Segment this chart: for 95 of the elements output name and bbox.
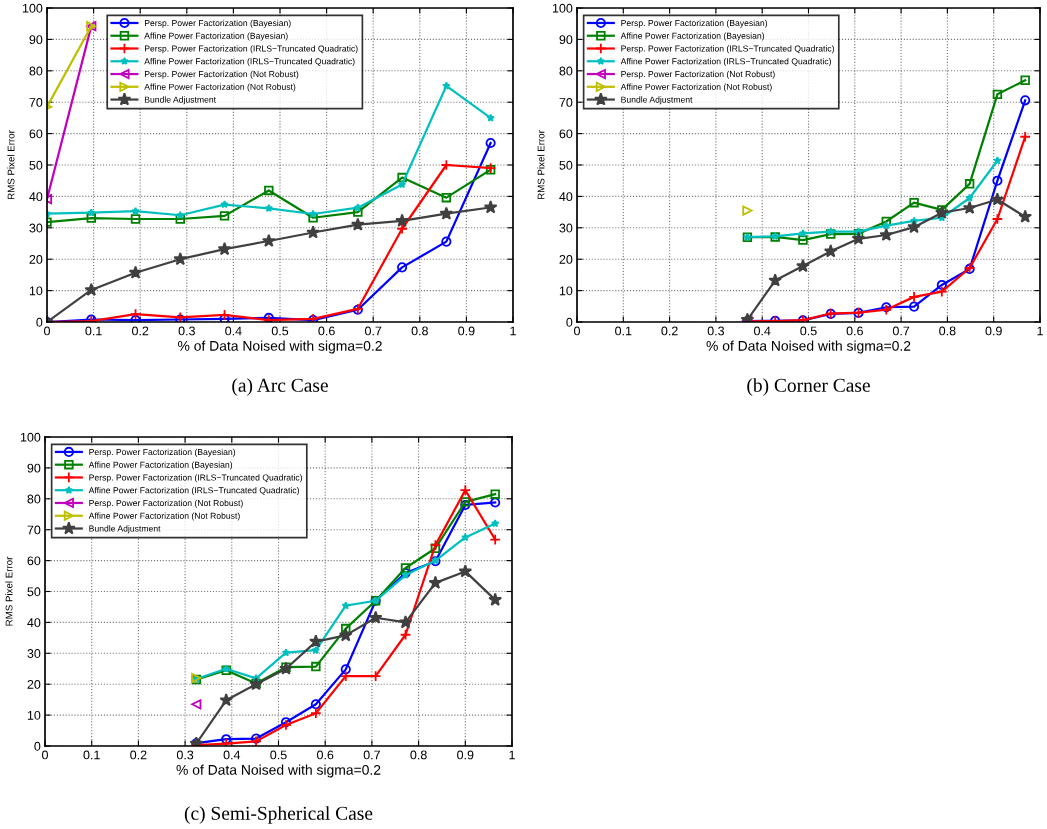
legend-label: Persp. Power Factorization (Not Robust) (144, 70, 299, 79)
x-tick-label: 1 (510, 326, 516, 336)
legend-label: Affine Power Factorization (IRLS−Truncated Quadratic) (620, 58, 831, 67)
x-tick-label: 0.1 (83, 750, 100, 760)
y-tick-label: 50 (559, 160, 573, 170)
legend-label: Persp. Power Factorization (Bayesian) (621, 19, 768, 28)
x-tick-label: 0.2 (130, 750, 147, 760)
y-tick-label: 70 (559, 98, 573, 107)
legend-label: Persp. Power Factorization (Bayesian) (89, 448, 236, 457)
x-tick-label: 0.1 (85, 326, 102, 336)
y-tick-label: 90 (27, 463, 41, 473)
y-tick-label: 100 (20, 432, 41, 442)
y-tick-label: 90 (559, 35, 573, 45)
x-tick-label: 1 (1037, 326, 1043, 336)
y-tick-label: 100 (22, 3, 43, 13)
x-tick-label: 0.8 (939, 326, 956, 336)
x-tick-label: 0.9 (458, 326, 475, 336)
y-tick-label: 80 (27, 494, 41, 504)
y-tick-label: 70 (27, 525, 41, 535)
y-tick-label: 30 (29, 223, 43, 233)
text: (b) Corner Case (747, 378, 870, 396)
x-tick-label: 0.5 (270, 750, 287, 760)
x-tick-label: 0.9 (457, 750, 474, 760)
y-tick-label: 40 (29, 192, 43, 202)
y-tick-label: 0 (36, 317, 43, 327)
y-axis-title: RMS Pixel Error (537, 130, 545, 200)
y-tick-label: 10 (29, 286, 43, 296)
legend-label: Affine Power Factorization (Not Robust) (620, 83, 772, 92)
y-tick-label: 20 (559, 255, 573, 264)
x-tick-label: 0.8 (411, 326, 428, 336)
legend-label: Persp. Power Factorization (Bayesian) (144, 19, 291, 28)
y-tick-label: 60 (559, 129, 573, 139)
legend-label: Persp. Power Factorization (IRLS−Truncated Quadratic) (621, 45, 834, 54)
y-tick-label: 20 (27, 680, 41, 689)
legend-label: Affine Power Factorization (Bayesian) (144, 32, 288, 41)
y-tick-label: 50 (29, 160, 43, 170)
y-tick-label: 60 (29, 129, 43, 139)
legend-label: Persp. Power Factorization (Not Robust) (89, 499, 243, 508)
y-tick-label: 100 (552, 3, 573, 13)
y-tick-label: 40 (27, 618, 41, 628)
x-tick-label: 0.2 (661, 326, 678, 336)
x-tick-label: 0.7 (365, 326, 382, 336)
y-tick-label: 60 (27, 556, 41, 566)
legend-label: Affine Power Factorization (IRLS−Truncated Quadratic) (88, 486, 299, 496)
y-tick-label: 90 (29, 35, 43, 45)
legend-label: Affine Power Factorization (Not Robust) (144, 83, 296, 92)
text: (c) Semi-Spherical Case (184, 806, 373, 824)
y-tick-label: 70 (29, 98, 43, 107)
x-tick-label: 0.7 (892, 326, 910, 336)
legend-label: Affine Power Factorization (Bayesian) (88, 461, 233, 470)
y-tick-label: 10 (559, 286, 573, 296)
x-tick-label: 0.6 (318, 326, 335, 336)
x-tick-label: 0.3 (707, 326, 725, 336)
x-tick-label: 0.3 (176, 750, 194, 760)
y-tick-label: 30 (27, 649, 41, 658)
legend-label: Persp. Power Factorization (IRLS−Truncated Quadratic) (144, 45, 358, 54)
x-tick-label: 0.6 (846, 326, 863, 336)
x-axis-title: % of Data Noised with sigma=0.2 (176, 764, 381, 778)
y-tick-label: 50 (27, 587, 41, 597)
x-tick-label: 0.4 (754, 326, 771, 336)
x-tick-label: 1 (509, 750, 515, 760)
x-tick-label: 0.1 (615, 326, 632, 336)
x-tick-label: 0.2 (132, 326, 149, 336)
legend-label: Bundle Adjustment (621, 96, 693, 105)
y-tick-label: 10 (27, 710, 41, 720)
y-tick-label: 0 (566, 317, 573, 327)
text: (a) Arc Case (232, 378, 328, 396)
y-tick-label: 40 (559, 192, 573, 202)
y-tick-label: 30 (559, 223, 573, 233)
legend-label: Affine Power Factorization (IRLS−Truncated Quadratic) (144, 58, 355, 67)
x-tick-label: 0 (574, 326, 580, 336)
legend-label: Affine Power Factorization (Bayesian) (620, 32, 765, 41)
legend-label: Persp. Power Factorization (IRLS−Truncated Quadratic) (89, 474, 302, 483)
x-tick-label: 0.5 (271, 326, 289, 336)
y-tick-label: 0 (34, 741, 41, 751)
x-tick-label: 0 (44, 326, 50, 336)
x-axis-title: % of Data Noised with sigma=0.2 (178, 340, 382, 354)
legend-label: Bundle Adjustment (144, 96, 216, 105)
y-tick-label: 80 (29, 66, 43, 76)
y-tick-label: 80 (559, 66, 573, 76)
y-axis-title: RMS Pixel Error (5, 556, 13, 626)
x-tick-label: 0.5 (800, 326, 817, 336)
x-tick-label: 0.8 (410, 750, 427, 760)
x-tick-label: 0.4 (223, 750, 241, 760)
x-tick-label: 0.4 (225, 326, 242, 336)
legend-label: Persp. Power Factorization (Not Robust) (621, 70, 775, 79)
x-tick-label: 0.7 (363, 750, 380, 760)
legend-label: Affine Power Factorization (Not Robust) (88, 512, 240, 521)
y-axis-title: RMS Pixel Error (7, 130, 15, 200)
y-tick-label: 20 (29, 255, 43, 264)
x-tick-label: 0.6 (317, 750, 334, 760)
legend-label: Bundle Adjustment (89, 525, 161, 534)
x-tick-label: 0.9 (985, 326, 1002, 336)
x-axis-title: % of Data Noised with sigma=0.2 (706, 340, 911, 354)
x-tick-label: 0.3 (178, 326, 195, 336)
